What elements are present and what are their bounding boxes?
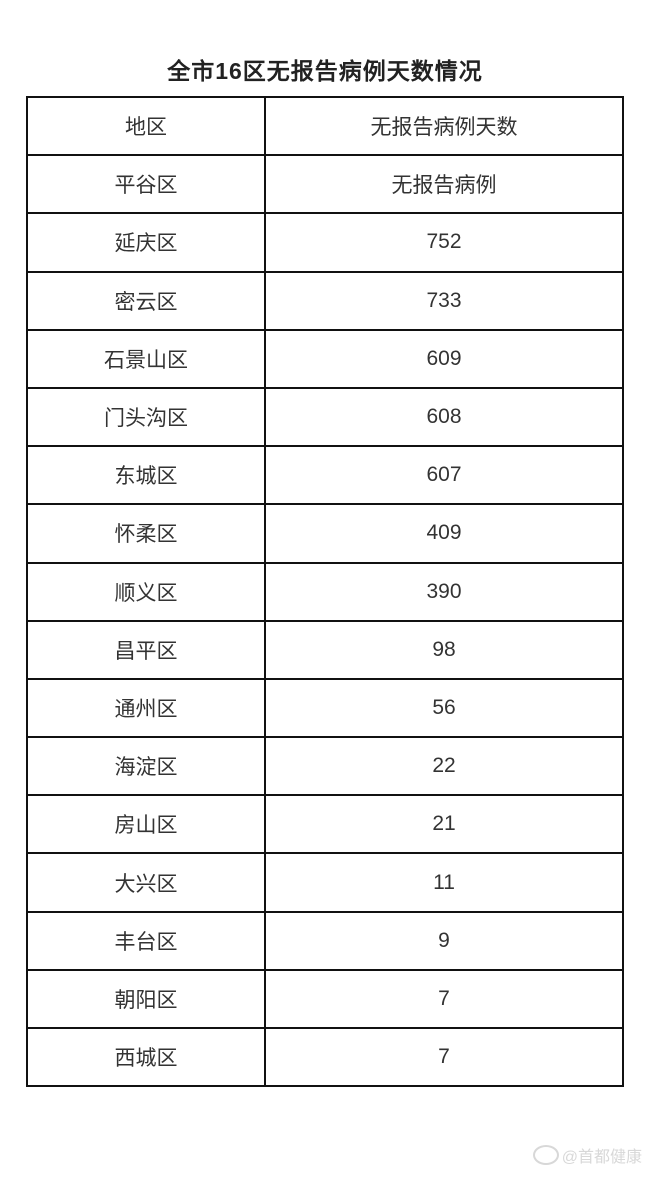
table-row: 西城区 7	[26, 1026, 624, 1088]
district-cell: 东城区	[26, 445, 266, 506]
days-cell: 7	[264, 1026, 624, 1088]
table-row: 平谷区 无报告病例	[26, 154, 624, 215]
table-row: 朝阳区 7	[26, 968, 624, 1030]
district-cell: 房山区	[26, 794, 266, 855]
header-district: 地区	[26, 95, 266, 157]
days-cell: 409	[264, 503, 624, 564]
days-cell: 7	[264, 968, 624, 1030]
watermark: @首都健康	[532, 1143, 642, 1167]
days-cell: 无报告病例	[264, 154, 624, 215]
days-cell: 733	[264, 270, 624, 331]
table-row: 怀柔区 409	[26, 503, 624, 564]
days-cell: 21	[264, 794, 624, 855]
days-cell: 607	[264, 445, 624, 506]
table-row: 密云区 733	[26, 270, 624, 331]
district-cell: 延庆区	[26, 212, 266, 273]
days-cell: 56	[264, 677, 624, 739]
table-row: 房山区 21	[26, 794, 624, 855]
district-table: 地区 无报告病例天数 平谷区 无报告病例 延庆区 752 密云区 733 石景山区 609 门头…	[26, 95, 624, 1088]
days-cell: 22	[264, 736, 624, 797]
days-cell: 9	[264, 910, 624, 971]
district-cell: 顺义区	[26, 561, 266, 622]
days-cell: 11	[264, 852, 624, 913]
district-cell: 密云区	[26, 270, 266, 331]
days-cell: 390	[264, 561, 624, 622]
district-cell: 石景山区	[26, 328, 266, 389]
district-cell: 朝阳区	[26, 968, 266, 1030]
table-row: 石景山区 609	[26, 328, 624, 389]
days-cell: 608	[264, 386, 624, 448]
district-cell: 怀柔区	[26, 503, 266, 564]
watermark-text: @首都健康	[561, 1149, 642, 1166]
weibo-icon	[532, 1145, 559, 1165]
table-row: 顺义区 390	[26, 561, 624, 622]
district-cell: 门头沟区	[26, 386, 266, 448]
table-row: 大兴区 11	[26, 852, 624, 913]
table-row: 丰台区 9	[26, 910, 624, 971]
table-row: 通州区 56	[26, 677, 624, 739]
table-header-row: 地区 无报告病例天数	[26, 95, 624, 157]
table-row: 东城区 607	[26, 445, 624, 506]
days-cell: 98	[264, 619, 624, 680]
district-cell: 海淀区	[26, 736, 266, 797]
table-row: 海淀区 22	[26, 736, 624, 797]
district-cell: 平谷区	[26, 154, 266, 215]
table-row: 昌平区 98	[26, 619, 624, 680]
district-cell: 通州区	[26, 677, 266, 739]
district-cell: 昌平区	[26, 619, 266, 680]
days-cell: 752	[264, 212, 624, 273]
header-days: 无报告病例天数	[264, 95, 624, 157]
table-row: 门头沟区 608	[26, 386, 624, 448]
page-title: 全市16区无报告病例天数情况	[167, 58, 483, 84]
table-row: 延庆区 752	[26, 212, 624, 273]
district-cell: 西城区	[26, 1026, 266, 1088]
days-cell: 609	[264, 328, 624, 389]
district-cell: 丰台区	[26, 910, 266, 971]
district-cell: 大兴区	[26, 852, 266, 913]
